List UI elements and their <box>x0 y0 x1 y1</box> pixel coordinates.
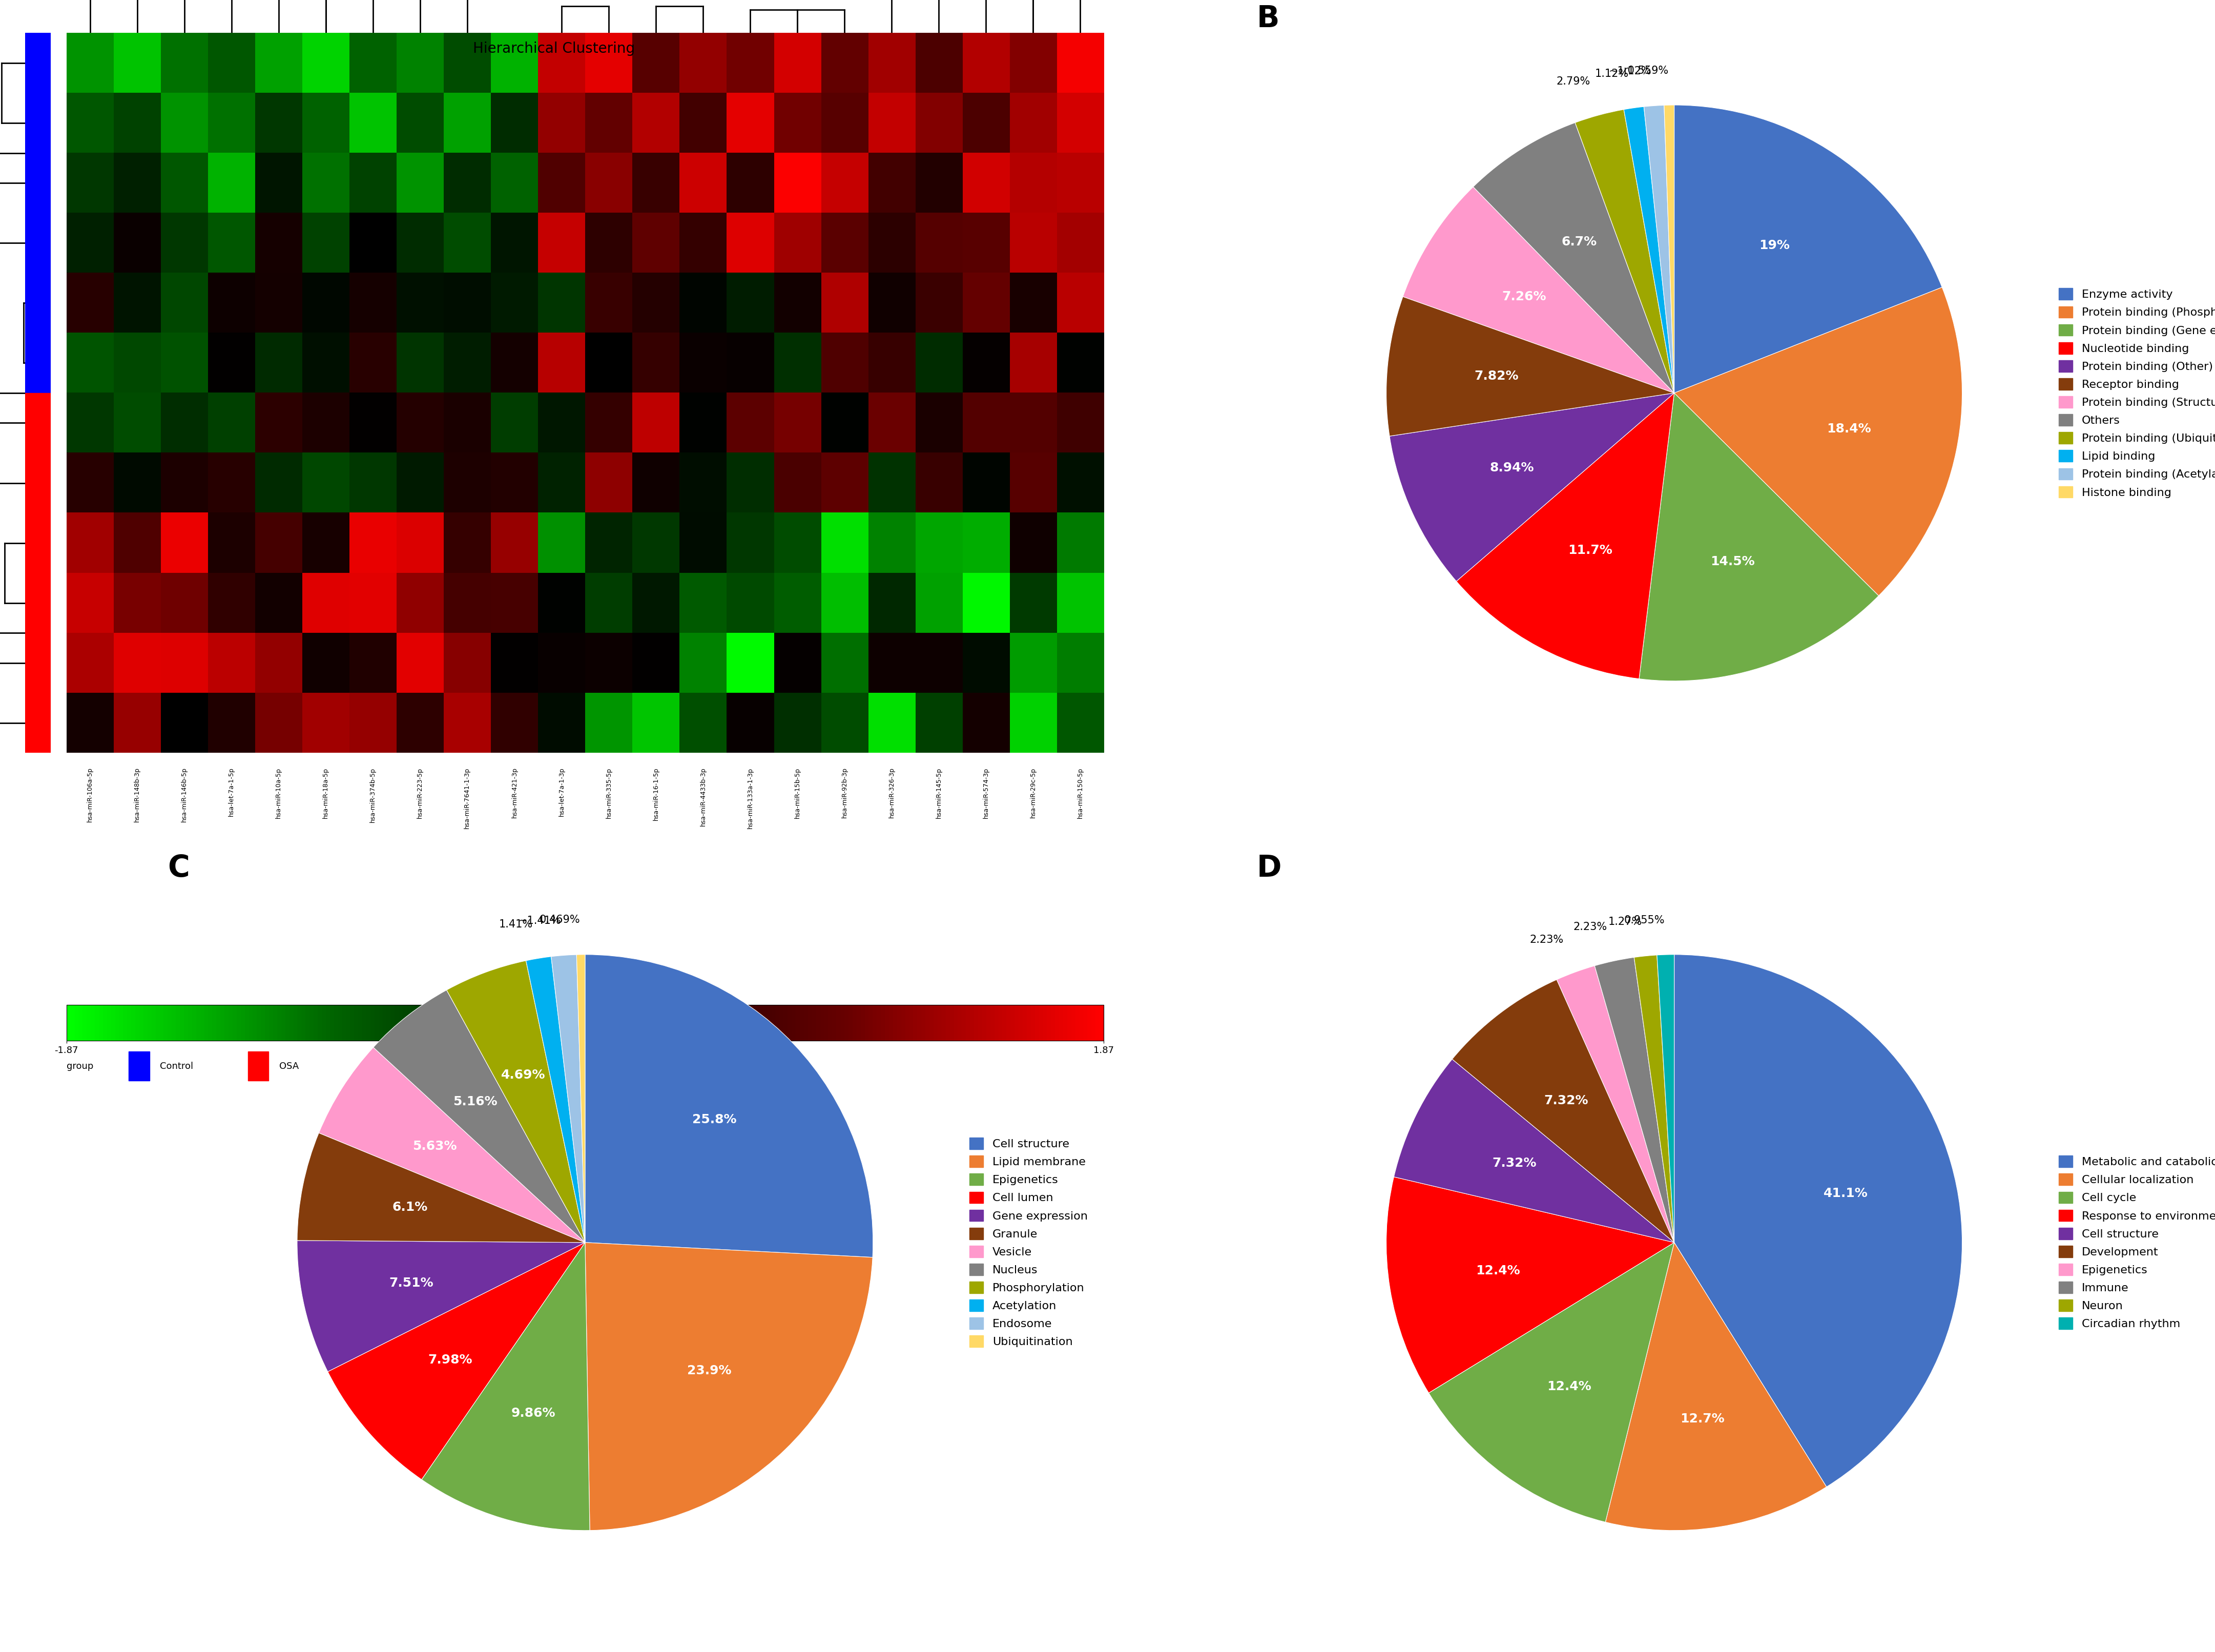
Wedge shape <box>328 1242 585 1480</box>
Text: Hierarchical Clustering: Hierarchical Clustering <box>472 41 636 56</box>
Wedge shape <box>374 990 585 1242</box>
Wedge shape <box>1639 393 1878 681</box>
Wedge shape <box>1429 1242 1675 1521</box>
Wedge shape <box>552 955 585 1242</box>
Wedge shape <box>1402 187 1675 393</box>
Text: 5.63%: 5.63% <box>412 1140 456 1153</box>
Wedge shape <box>1606 1242 1827 1530</box>
Text: 2.23%: 2.23% <box>1531 935 1564 945</box>
Legend: Enzyme activity, Protein binding (Phosphorylation), Protein binding (Gene expres: Enzyme activity, Protein binding (Phosph… <box>2053 284 2215 502</box>
Wedge shape <box>319 1047 585 1242</box>
Wedge shape <box>1624 107 1675 393</box>
Text: 11.7%: 11.7% <box>1568 545 1613 557</box>
Text: 7.98%: 7.98% <box>427 1353 472 1366</box>
Wedge shape <box>1675 287 1962 596</box>
Wedge shape <box>1575 109 1675 393</box>
Text: B: B <box>1256 5 1280 33</box>
Text: 1.41%: 1.41% <box>498 919 534 930</box>
Text: 0.469%: 0.469% <box>540 915 580 925</box>
Text: r0.559%: r0.559% <box>1624 66 1668 76</box>
Wedge shape <box>1453 980 1675 1242</box>
Wedge shape <box>1389 393 1675 582</box>
Text: 14.5%: 14.5% <box>1710 555 1754 568</box>
Wedge shape <box>1644 106 1675 393</box>
Text: 1.12%: 1.12% <box>1595 68 1628 79</box>
Wedge shape <box>421 1242 589 1530</box>
Text: 0.955%: 0.955% <box>1624 915 1663 925</box>
Wedge shape <box>525 957 585 1242</box>
Text: D: D <box>1256 854 1282 882</box>
Text: 2.23%: 2.23% <box>1573 922 1608 932</box>
Legend: Cell structure, Lipid membrane, Epigenetics, Cell lumen, Gene expression, Granul: Cell structure, Lipid membrane, Epigenet… <box>966 1133 1092 1351</box>
Text: 1.27%: 1.27% <box>1608 917 1641 927</box>
Wedge shape <box>1393 1059 1675 1242</box>
Text: 25.8%: 25.8% <box>693 1113 738 1125</box>
Wedge shape <box>1663 106 1675 393</box>
Wedge shape <box>576 955 585 1242</box>
Text: 5.16%: 5.16% <box>452 1095 496 1108</box>
Text: 7.32%: 7.32% <box>1493 1156 1537 1170</box>
Text: 19%: 19% <box>1759 240 1790 251</box>
Text: 18.4%: 18.4% <box>1827 423 1872 434</box>
Wedge shape <box>297 1241 585 1371</box>
Wedge shape <box>585 1242 873 1530</box>
Text: 41.1%: 41.1% <box>1823 1188 1867 1199</box>
Wedge shape <box>1387 297 1675 436</box>
Wedge shape <box>585 955 873 1257</box>
Wedge shape <box>297 1133 585 1242</box>
Wedge shape <box>447 961 585 1242</box>
Wedge shape <box>1675 955 1962 1487</box>
Text: 6.7%: 6.7% <box>1562 236 1597 248</box>
Text: 12.4%: 12.4% <box>1546 1381 1590 1393</box>
Text: 9.86%: 9.86% <box>512 1408 556 1419</box>
Text: 7.32%: 7.32% <box>1544 1094 1588 1107</box>
Text: ~1.41%: ~1.41% <box>518 915 560 927</box>
Text: 7.26%: 7.26% <box>1502 291 1546 302</box>
Text: 4.69%: 4.69% <box>501 1069 545 1080</box>
Wedge shape <box>1455 393 1675 679</box>
Wedge shape <box>1635 955 1675 1242</box>
Wedge shape <box>1595 958 1675 1242</box>
Wedge shape <box>1675 106 1943 393</box>
Text: 23.9%: 23.9% <box>687 1365 731 1378</box>
Text: 7.82%: 7.82% <box>1475 370 1519 382</box>
Wedge shape <box>1473 122 1675 393</box>
Text: C: C <box>168 854 190 882</box>
Wedge shape <box>1387 1176 1675 1393</box>
Wedge shape <box>1557 966 1675 1242</box>
Text: ~1.12%: ~1.12% <box>1608 66 1652 76</box>
Text: 7.51%: 7.51% <box>390 1277 434 1289</box>
Text: 12.7%: 12.7% <box>1681 1412 1725 1426</box>
Text: 8.94%: 8.94% <box>1491 461 1535 474</box>
Wedge shape <box>1657 955 1675 1242</box>
Text: 2.79%: 2.79% <box>1557 76 1590 88</box>
Legend: Metabolic and catabolic process, Cellular localization, Cell cycle, Response to : Metabolic and catabolic process, Cellula… <box>2053 1151 2215 1333</box>
Text: 6.1%: 6.1% <box>392 1201 427 1213</box>
Text: 12.4%: 12.4% <box>1475 1265 1519 1277</box>
